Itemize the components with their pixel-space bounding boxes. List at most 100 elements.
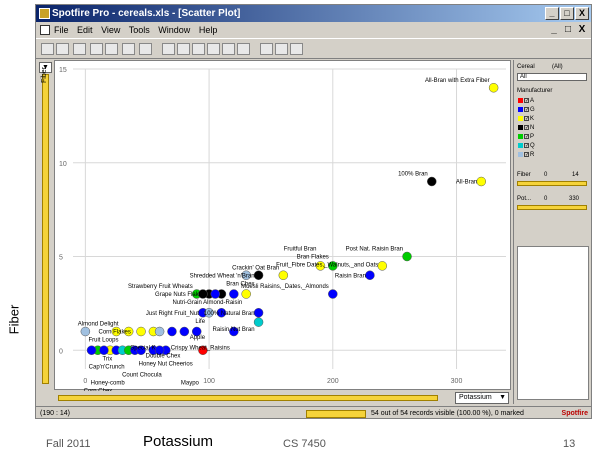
data-point[interactable] xyxy=(315,261,326,271)
data-point[interactable] xyxy=(229,289,239,299)
maximize-button[interactable]: □ xyxy=(560,7,574,20)
manufacturer-checkbox-r[interactable]: ✓R xyxy=(518,152,534,159)
scatter-plot-icon[interactable] xyxy=(162,43,175,55)
y-axis-range-slider[interactable]: ▼ xyxy=(38,60,53,390)
slide-y-axis-label: Fiber xyxy=(6,304,22,335)
open-icon[interactable] xyxy=(41,43,54,55)
pie-chart-icon[interactable] xyxy=(207,43,220,55)
manufacturer-label: Manufacturer xyxy=(517,88,553,94)
menu-view[interactable]: View xyxy=(101,25,121,35)
checkbox-icon[interactable]: ✓ xyxy=(524,116,530,122)
potassium-max-value: 330 xyxy=(569,196,580,202)
data-point[interactable] xyxy=(241,270,251,280)
3d-plot-icon[interactable] xyxy=(177,43,190,55)
cereal-field[interactable]: All xyxy=(517,73,587,81)
point-label: All-Bran with Extra Fiber xyxy=(425,78,490,84)
x-axis-range-slider[interactable]: Potassium ▼ xyxy=(54,391,511,405)
data-point[interactable] xyxy=(377,261,388,271)
data-point[interactable] xyxy=(191,326,202,337)
scatter-plot-area[interactable]: All-Bran with Extra Fiber 100% Bran All-Br… xyxy=(54,60,512,410)
point-label: Raisin Nut Bran xyxy=(213,327,255,333)
mdi-close-button[interactable]: X xyxy=(578,24,586,35)
fiber-min-value: 0 xyxy=(544,172,548,178)
potassium-range-slider[interactable] xyxy=(517,205,587,210)
x-range-slider-track[interactable] xyxy=(58,395,438,401)
data-point[interactable] xyxy=(278,270,289,280)
menu-file[interactable]: File xyxy=(54,25,69,35)
scatter-plot[interactable]: All-Bran with Extra Fiber 100% Bran All-Br… xyxy=(55,61,512,410)
data-point[interactable] xyxy=(253,270,264,280)
paste-icon[interactable] xyxy=(105,43,118,55)
data-point[interactable] xyxy=(154,326,165,337)
data-point[interactable] xyxy=(476,176,487,187)
manufacturer-checkbox-n[interactable]: ✓N xyxy=(518,125,534,132)
print-icon[interactable] xyxy=(73,43,86,55)
x-axis-selector[interactable]: Potassium ▼ xyxy=(455,392,509,404)
y-tick-label: 10 xyxy=(59,161,67,168)
data-point[interactable] xyxy=(123,326,134,337)
data-point[interactable] xyxy=(167,326,177,337)
data-point[interactable] xyxy=(253,308,264,318)
checkbox-icon[interactable]: ✓ xyxy=(524,152,530,158)
fiber-range-slider[interactable] xyxy=(517,181,587,186)
minimize-button[interactable]: _ xyxy=(545,7,559,20)
data-point[interactable] xyxy=(216,308,227,318)
data-point[interactable] xyxy=(86,345,97,355)
manufacturer-checkbox-a[interactable]: ✓A xyxy=(518,98,534,105)
profile-chart-icon[interactable] xyxy=(222,43,235,55)
data-point[interactable] xyxy=(328,289,338,299)
data-point[interactable] xyxy=(136,326,146,337)
data-point[interactable] xyxy=(229,326,239,337)
page-settings-icon[interactable] xyxy=(275,43,288,55)
table-icon[interactable] xyxy=(237,43,250,55)
new-page-icon[interactable] xyxy=(260,43,273,55)
mdi-maximize-button[interactable]: □ xyxy=(564,24,572,35)
save-icon[interactable] xyxy=(56,43,69,55)
manufacturer-checkbox-q[interactable]: ✓Q xyxy=(518,143,535,150)
data-point[interactable] xyxy=(204,308,214,318)
point-label: Life xyxy=(195,319,205,325)
menu-window[interactable]: Window xyxy=(158,25,191,35)
menu-edit[interactable]: Edit xyxy=(77,25,93,35)
data-point[interactable] xyxy=(179,326,190,337)
manufacturer-checkbox-k[interactable]: ✓K xyxy=(518,116,534,123)
checkbox-icon[interactable]: ✓ xyxy=(524,134,530,140)
print-preview-icon[interactable] xyxy=(290,43,303,55)
data-point[interactable] xyxy=(136,345,146,355)
data-point[interactable] xyxy=(154,345,165,355)
point-label: Bran Flakes xyxy=(297,255,329,261)
potassium-min-value: 0 xyxy=(544,196,548,202)
data-point[interactable] xyxy=(111,326,122,337)
y-axis-selector-arrow[interactable]: ▼ xyxy=(39,62,52,73)
data-point[interactable] xyxy=(241,289,251,299)
close-button[interactable]: X xyxy=(575,7,589,20)
data-point[interactable] xyxy=(198,345,208,355)
manufacturer-checkbox-g[interactable]: ✓G xyxy=(518,107,535,114)
menu-help[interactable]: Help xyxy=(198,25,218,35)
data-point[interactable] xyxy=(427,176,437,187)
data-point[interactable] xyxy=(328,261,338,271)
checkbox-icon[interactable]: ✓ xyxy=(524,98,530,104)
data-point[interactable] xyxy=(198,289,208,299)
data-point[interactable] xyxy=(80,326,91,337)
window-title: Spotfire Pro - cereals.xls - [Scatter Pl… xyxy=(52,8,241,19)
mdi-minimize-button[interactable]: _ xyxy=(551,24,557,35)
manufacturer-checkbox-p[interactable]: ✓P xyxy=(518,134,534,141)
menu-tools[interactable]: Tools xyxy=(128,25,150,35)
bar-chart-icon[interactable] xyxy=(192,43,205,55)
help-cursor-icon[interactable] xyxy=(139,43,152,55)
checkbox-icon[interactable]: ✓ xyxy=(524,143,530,149)
slide-page-number: 13 xyxy=(563,438,576,450)
data-point[interactable] xyxy=(402,251,412,262)
data-point[interactable] xyxy=(365,270,375,280)
binoculars-icon[interactable] xyxy=(122,43,135,55)
y-axis-selector[interactable]: Fiber xyxy=(41,67,48,83)
checkbox-icon[interactable]: ✓ xyxy=(524,125,530,131)
data-point[interactable] xyxy=(99,345,109,355)
data-point[interactable] xyxy=(488,83,499,93)
y-range-slider-track[interactable] xyxy=(42,74,49,384)
data-point[interactable] xyxy=(210,289,221,299)
checkbox-icon[interactable]: ✓ xyxy=(524,107,530,113)
copy-icon[interactable] xyxy=(90,43,103,55)
data-point[interactable] xyxy=(253,317,264,327)
